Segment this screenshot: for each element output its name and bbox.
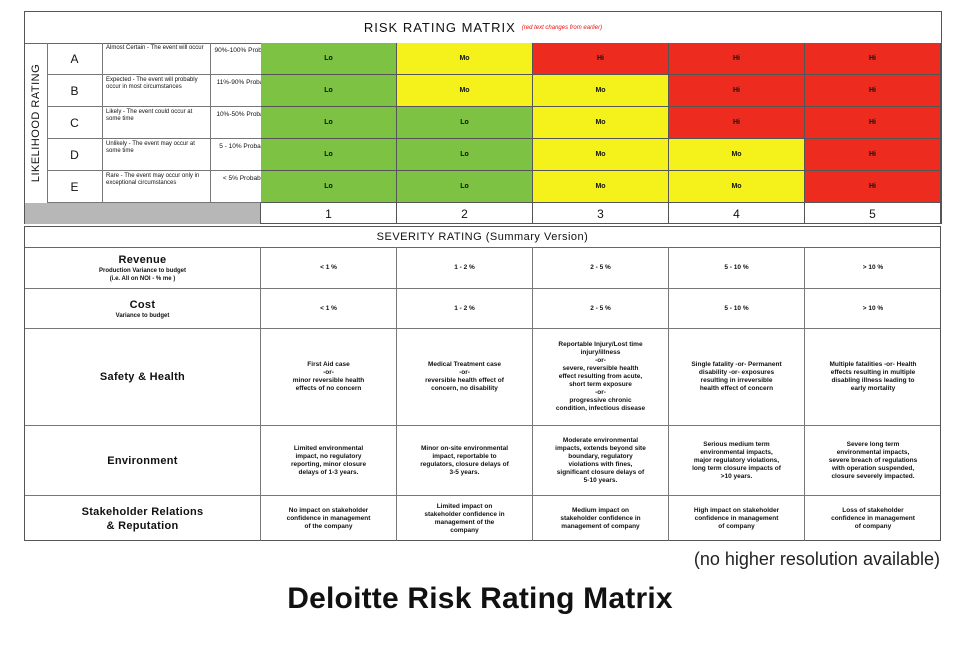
likelihood-letter: D [47,139,103,171]
risk-rating-matrix: RISK RATING MATRIX (red text changes fro… [24,11,942,224]
severity-cell: > 10 % [862,304,884,312]
severity-cell: Limited environmental impact, no regulat… [261,426,397,495]
risk-cell: Lo [397,171,533,203]
category-name: Cost [129,298,156,311]
severity-number: 4 [669,203,805,224]
severity-cell: Medium impact on stakeholder confidence … [533,496,669,541]
risk-cell: Mo [397,75,533,107]
likelihood-description: Rare - The event may occur only in excep… [103,171,211,203]
risk-cell: Hi [669,43,805,75]
risk-cell: Mo [533,139,669,171]
matrix-title: RISK RATING MATRIX [363,20,516,35]
risk-cell: Mo [669,171,805,203]
severity-category: Stakeholder Relations & Reputation [25,496,261,541]
severity-cell: Single fatality -or- Permanent disabilit… [669,329,805,425]
likelihood-description: Unlikely - The event may occur at some t… [103,139,211,171]
likelihood-row: A Almost Certain - The event will occur 90… [47,43,941,75]
severity-row: Safety & Health First Aid case -or- minor… [25,329,940,426]
severity-number: 1 [261,203,397,224]
risk-cell: Lo [261,43,397,75]
severity-cell: Minor on-site environmental impact, repo… [397,426,533,495]
category-name: Stakeholder Relations & Reputation [81,505,204,532]
risk-cell: Hi [669,107,805,139]
severity-category: Cost Variance to budget [25,289,261,328]
severity-cell: First Aid case -or- minor reversible hea… [261,329,397,425]
severity-category: Environment [25,426,261,495]
severity-row: Environment Limited environmental impact,… [25,426,940,496]
severity-title: SEVERITY RATING (Summary Version) [25,227,940,248]
severity-number: 2 [397,203,533,224]
risk-cell: Lo [261,171,397,203]
severity-cell: Limited impact on stakeholder confidence… [397,496,533,541]
severity-row: Revenue Production Variance to budget (i.… [25,247,940,289]
likelihood-row: C Likely - The event could occur at some … [47,107,941,139]
severity-cell: 1 - 2 % [397,247,533,288]
likelihood-letter: C [47,107,103,139]
severity-category: Revenue Production Variance to budget (i.… [25,247,261,288]
severity-cell: < 1 % [261,247,397,288]
likelihood-row: D Unlikely - The event may occur at some … [47,139,941,171]
category-subtitle: Variance to budget [115,312,170,319]
severity-cell: High impact on stakeholder confidence in… [669,496,805,541]
likelihood-label: LIKELIHOOD RATING [30,63,42,183]
severity-number-spacer [25,203,261,224]
severity-cell: Serious medium term environmental impact… [669,426,805,495]
likelihood-axis: LIKELIHOOD RATING [25,43,48,203]
category-name: Safety & Health [99,371,186,383]
risk-cell: Lo [397,139,533,171]
severity-row: Stakeholder Relations & Reputation No imp… [25,496,940,541]
severity-cell: 2 - 5 % [533,289,669,328]
risk-cell: Lo [261,139,397,171]
severity-rating-table: SEVERITY RATING (Summary Version) Revenu… [24,226,941,541]
severity-cell: Moderate environmental impacts, extends … [533,426,669,495]
risk-cell: Hi [805,139,941,171]
severity-row: Cost Variance to budget < 1 % 1 - 2 % 2 - 5 … [25,289,940,329]
risk-cell: Mo [533,171,669,203]
risk-cell: Lo [261,75,397,107]
risk-cell: Lo [261,107,397,139]
risk-cell: Hi [669,75,805,107]
likelihood-description: Almost Certain - The event will occur [103,43,211,75]
severity-cell: Medical Treatment case -or- reversible h… [397,329,533,425]
severity-cell: 5 - 10 % [669,289,805,328]
resolution-note: (no higher resolution available) [693,549,940,569]
severity-cell: Reportable Injury/Lost time injury/illne… [533,329,669,425]
risk-cell: Hi [805,43,941,75]
severity-cell: Loss of stakeholder confidence in manage… [831,506,915,530]
risk-cell: Hi [805,107,941,139]
severity-number: 5 [805,203,941,224]
severity-cell: 2 - 5 % [533,247,669,288]
likelihood-letter: B [47,75,103,107]
likelihood-description: Expected - The event will probably occur… [103,75,211,107]
likelihood-row: E Rare - The event may occur only in exce… [47,171,941,203]
severity-cell: Multiple fatalities -or- Health effects … [829,361,917,392]
risk-cell: Hi [805,75,941,107]
risk-cell: Hi [805,171,941,203]
footer-title: Deloitte Risk Rating Matrix [287,582,673,615]
severity-number: 3 [533,203,669,224]
risk-cell: Mo [533,107,669,139]
category-name: Revenue [118,253,167,266]
severity-cell: Severe long term environmental impacts, … [828,440,918,480]
severity-cell: < 1 % [261,289,397,328]
severity-cell: 5 - 10 % [669,247,805,288]
likelihood-letter: E [47,171,103,203]
likelihood-description: Likely - The event could occur at some t… [103,107,211,139]
risk-cell: Mo [669,139,805,171]
category-name: Environment [107,454,178,467]
matrix-note: (red text changes from earlier) [521,24,603,31]
matrix-title-row: RISK RATING MATRIX (red text changes fro… [25,12,941,44]
category-subtitle: Production Variance to budget (i.e. All … [98,267,186,282]
risk-cell: Mo [397,43,533,75]
likelihood-letter: A [47,43,103,75]
severity-cell: > 10 % [862,263,884,271]
risk-cell: Mo [533,75,669,107]
risk-cell: Lo [397,107,533,139]
risk-cell: Hi [533,43,669,75]
likelihood-row: B Expected - The event will probably occu… [47,75,941,107]
severity-cell: 1 - 2 % [397,289,533,328]
severity-cell: No impact on stakeholder confidence in m… [261,496,397,541]
severity-category: Safety & Health [25,329,261,425]
